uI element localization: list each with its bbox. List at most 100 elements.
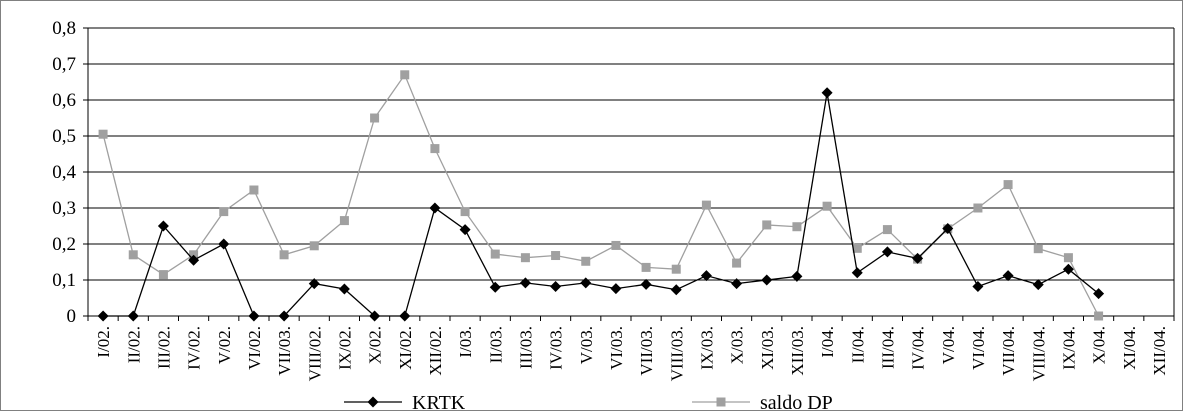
data-point <box>550 280 562 292</box>
x-tick-label: I/04. <box>818 326 837 358</box>
data-point <box>1032 279 1044 291</box>
y-tick-label: 0,5 <box>52 126 76 147</box>
y-tick-label: 0,3 <box>52 198 76 219</box>
data-point <box>1093 288 1105 300</box>
x-tick-label: VI/04. <box>969 326 988 370</box>
x-tick-label: V/02. <box>215 326 234 364</box>
legend-label: KRTK <box>412 392 466 412</box>
data-point <box>339 216 349 226</box>
data-point <box>489 281 501 293</box>
series-layer <box>97 70 1105 322</box>
x-tick-label: IX/03. <box>697 326 716 370</box>
y-tick-label: 0,1 <box>52 270 76 291</box>
data-point <box>761 274 773 286</box>
data-point <box>701 200 711 210</box>
data-point <box>700 270 712 282</box>
data-point <box>279 250 289 260</box>
data-point <box>519 277 531 289</box>
x-tick-label: VII/04. <box>999 326 1018 376</box>
x-tick-label: II/02. <box>124 326 143 363</box>
data-point <box>459 224 471 236</box>
y-tick-label: 0,6 <box>52 90 76 111</box>
data-point <box>309 241 319 251</box>
data-point <box>881 246 893 258</box>
x-tick-label: XII/02. <box>426 326 445 376</box>
x-tick-label: IX/02. <box>335 326 354 370</box>
data-point <box>248 310 260 322</box>
data-point <box>611 240 621 250</box>
data-point <box>670 284 682 296</box>
data-point <box>128 250 138 260</box>
data-point <box>1002 270 1014 282</box>
data-point <box>551 251 561 261</box>
data-point <box>822 201 832 211</box>
legend-item: KRTK <box>344 392 466 414</box>
data-point <box>97 310 109 322</box>
legend-marker <box>716 397 726 407</box>
data-point <box>430 144 440 154</box>
legend-item: saldo DP <box>692 392 833 414</box>
data-point <box>821 87 833 99</box>
x-tick-label: IV/03. <box>547 326 566 370</box>
x-tick-label: V/03. <box>577 326 596 364</box>
data-point <box>912 252 924 264</box>
data-point <box>218 238 230 250</box>
x-tick-label: X/03. <box>728 326 747 364</box>
y-tick-label: 0 <box>67 306 77 327</box>
x-tick-label: XI/04. <box>1120 326 1139 370</box>
y-tick-label: 0,7 <box>52 54 76 75</box>
data-point <box>671 264 681 274</box>
legend-label: saldo DP <box>760 392 833 412</box>
data-point <box>460 207 470 217</box>
x-tick-label: IV/04. <box>909 326 928 370</box>
data-point <box>580 277 592 289</box>
data-point <box>520 253 530 263</box>
data-point <box>399 310 411 322</box>
data-point <box>973 203 983 213</box>
x-tick-label: VIII/02. <box>305 326 324 381</box>
x-tick-label: VIII/04. <box>1029 326 1048 381</box>
data-point <box>972 280 984 292</box>
data-point <box>1033 244 1043 254</box>
data-point <box>1062 263 1074 275</box>
data-point <box>792 222 802 232</box>
data-point <box>370 113 380 123</box>
x-tick-label: III/04. <box>878 326 897 369</box>
x-tick-label: I/03. <box>456 326 475 358</box>
x-tick-label: XI/02. <box>396 326 415 370</box>
x-tick-label: I/02. <box>94 326 113 358</box>
data-point <box>429 202 441 214</box>
y-tick-label: 0,8 <box>52 18 76 39</box>
data-point <box>188 254 200 266</box>
x-tick-label: V/04. <box>939 326 958 364</box>
x-tick-label: VII/03. <box>637 326 656 376</box>
x-tick-label: VIII/03. <box>667 326 686 381</box>
x-tick-label: X/02. <box>366 326 385 364</box>
x-tick-label: VII/03. <box>275 326 294 376</box>
x-tick-label: IX/04. <box>1059 326 1078 370</box>
data-point <box>1003 180 1013 190</box>
data-point <box>278 310 290 322</box>
data-point <box>731 278 743 290</box>
data-point <box>158 270 168 280</box>
data-point <box>581 256 591 266</box>
data-point <box>791 270 803 282</box>
data-point <box>851 267 863 279</box>
gridlines <box>88 27 1174 281</box>
data-point <box>400 70 410 80</box>
x-tick-label: IV/02. <box>185 326 204 370</box>
x-tick-label: VI/03. <box>607 326 626 370</box>
data-point <box>732 258 742 268</box>
series-line <box>103 92 1099 317</box>
x-tick-label: XII/04. <box>1150 326 1169 376</box>
x-tick-label: XII/03. <box>788 326 807 376</box>
data-point <box>308 278 320 290</box>
x-tick-labels: I/02. II/02. III/02. IV/02. V/02. VI/02. VII/0… <box>94 326 1169 381</box>
x-tick-label: II/04. <box>848 326 867 363</box>
data-point <box>641 262 651 272</box>
data-point <box>249 185 259 195</box>
data-point <box>882 225 892 235</box>
legend: KRTK saldo DP <box>344 392 833 414</box>
